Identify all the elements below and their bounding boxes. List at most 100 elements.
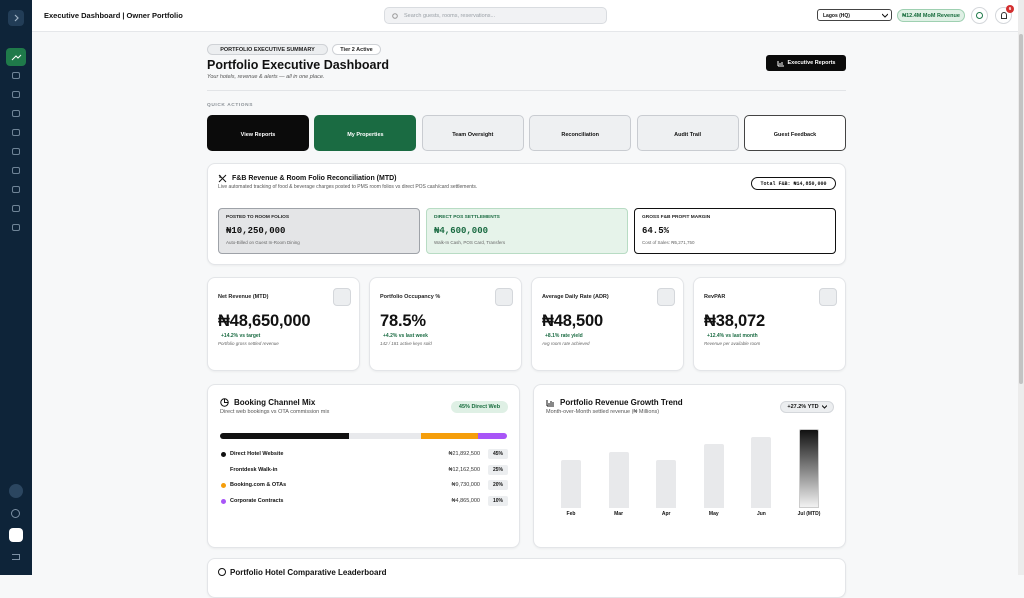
quick-action-button[interactable]: View Reports [207, 115, 309, 151]
kpi-label: RevPAR [704, 294, 726, 300]
settings-icon[interactable] [11, 509, 20, 518]
executive-reports-button[interactable]: Executive Reports [766, 55, 846, 71]
x-label: May [708, 511, 719, 517]
icon-part [546, 400, 554, 407]
scroll-thumb[interactable] [1019, 34, 1023, 384]
nav-item-active[interactable] [6, 48, 26, 66]
x-label: Jul (MTD) [797, 511, 821, 517]
app-icon[interactable] [9, 528, 23, 542]
quick-action-button[interactable]: Guest Feedback [744, 115, 846, 151]
x-label: Apr [661, 511, 671, 517]
channel-amount: ₦21,892,500 [448, 451, 481, 457]
kpi-change: +14.2% vs target [218, 333, 260, 339]
trend-bar [608, 451, 629, 508]
box-note: Auto-Billed on Guest In-Room Dining [226, 240, 300, 245]
kpi-icon [819, 288, 837, 306]
kpi-note: Avg room rate achieved [542, 341, 590, 346]
nav-item[interactable] [12, 72, 20, 79]
quick-action-button[interactable]: Reconciliation [529, 115, 632, 151]
channel-mix-card: Booking Channel Mix Direct web bookings … [207, 384, 520, 548]
x-label: Mar [614, 511, 624, 517]
ytd-badge[interactable]: +27.2% YTD [780, 401, 834, 413]
channel-amount: ₦12,162,500 [448, 466, 481, 473]
sidebar-toggle[interactable] [8, 10, 24, 26]
channel-name: Frontdesk Walk-in [230, 466, 278, 473]
bar-segment [349, 433, 421, 439]
button-label: Audit Trail [674, 132, 702, 138]
icon-part [224, 398, 229, 403]
change-text: +12.4% vs last month [707, 333, 758, 339]
nav-item[interactable] [12, 224, 20, 231]
nav-item[interactable] [12, 167, 20, 174]
section-label: QUICK ACTIONS [207, 103, 253, 108]
channel-amount: ₦9,730,000 [451, 482, 480, 488]
button-label: Guest Feedback [773, 132, 817, 138]
kpi-note: Portfolio gross settled revenue [218, 341, 279, 346]
channel-amount: ₦4,865,000 [451, 497, 480, 504]
card-title: Portfolio Revenue Growth Trend [560, 398, 683, 407]
card-subtitle: Direct web bookings vs OTA commission mi… [220, 409, 330, 415]
kpi-label: Portfolio Occupancy % [380, 294, 441, 300]
quick-action-button[interactable]: Audit Trail [636, 115, 739, 151]
button-label: Team Oversight [452, 132, 494, 138]
box-label: DIRECT POS SETTLEMENTS [434, 215, 500, 220]
nav-item[interactable] [12, 148, 20, 155]
kpi-card: Portfolio Occupancy % 78.5% +4.2% vs last … [369, 277, 522, 371]
kpi-value: ₦48,500 [542, 312, 603, 330]
channel-dot [221, 467, 226, 473]
page-title: Portfolio Executive Dashboard [207, 58, 389, 72]
location-select[interactable]: Lagos (HQ) [817, 9, 892, 21]
box-label: GROSS F&B PROFIT MARGIN [642, 215, 711, 220]
box-note: Walk-In Cash, POS Card, Transfers [434, 240, 506, 245]
nav-item[interactable] [12, 205, 20, 212]
fnb-box: GROSS F&B PROFIT MARGIN 64.5% Cost of Sale… [634, 208, 836, 254]
total-pill: Total F&B: ₦14,850,000 [751, 177, 836, 190]
scrollbar[interactable] [1018, 0, 1024, 575]
change-text: +4.2% vs last week [383, 333, 428, 339]
icon-part [392, 13, 398, 19]
quick-action-button[interactable]: My Properties [314, 115, 417, 151]
channel-dot [221, 452, 226, 457]
channel-dot [221, 498, 226, 504]
nav-item[interactable] [12, 91, 20, 98]
quick-action-button[interactable]: Team Oversight [421, 115, 524, 151]
kpi-card: RevPAR ₦38,072 +12.4% vs last month Revenue… [693, 277, 846, 371]
icon-part [882, 13, 888, 18]
divider [207, 90, 846, 91]
direct-web-badge: 45% Direct Web [451, 401, 508, 413]
fnb-icon [218, 174, 227, 183]
chevron [882, 13, 888, 18]
leaderboard-card: Portfolio Hotel Comparative Leaderboard [207, 558, 846, 598]
kpi-icon [333, 288, 351, 306]
sidebar [0, 0, 32, 575]
logout-icon[interactable] [12, 554, 20, 560]
notification-button[interactable]: 6 [995, 5, 1014, 24]
fnb-card: F&B Revenue & Room Folio Reconciliation … [207, 163, 846, 265]
search-box[interactable]: Search guests, rooms, reservations... [384, 7, 607, 24]
change-text: +14.2% vs target [221, 333, 261, 339]
box-label: POSTED TO ROOM FOLIOS [226, 215, 290, 220]
revenue-badge: ₦12.4M MoM Revenue [897, 9, 965, 22]
channel-name: Corporate Contracts [230, 497, 284, 504]
search-placeholder: Search guests, rooms, reservations... [404, 12, 496, 19]
bar-segment [220, 433, 350, 439]
trend-card: Portfolio Revenue Growth Trend Month-ove… [533, 384, 846, 548]
channel-share: 10% [488, 495, 508, 506]
help-button[interactable] [971, 7, 988, 24]
summary-badge: PORTFOLIO EXECUTIVE SUMMARY [207, 44, 328, 55]
icon-part [11, 54, 22, 61]
kpi-note: 142 / 181 active keys sold [380, 341, 432, 346]
nav-item[interactable] [12, 129, 20, 136]
nav-item[interactable] [12, 110, 20, 117]
card-title: F&B Revenue & Room Folio Reconciliation … [232, 175, 397, 182]
channel-share: 20% [488, 480, 508, 490]
card-subtitle: Month-over-Month settled revenue (₦ Mill… [546, 409, 660, 415]
bar-segment [478, 433, 507, 439]
kpi-label: Net Revenue (MTD) [218, 294, 269, 300]
box-note: Cost of Sales: ₦5,271,750 [642, 240, 695, 245]
icon [777, 60, 784, 66]
avatar[interactable] [9, 484, 23, 498]
nav-item[interactable] [12, 186, 20, 193]
icon-part [218, 174, 227, 183]
